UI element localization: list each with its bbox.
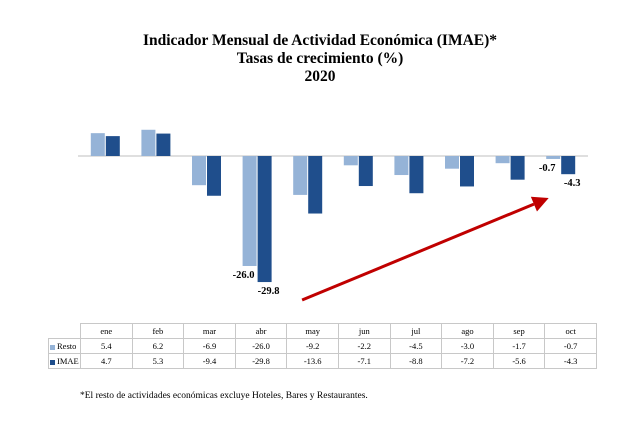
data-table-header-cell: sep	[492, 323, 546, 339]
legend-swatch-resto	[50, 344, 55, 350]
title-line-1: Indicador Mensual de Actividad Económica…	[142, 32, 498, 49]
bar-imae-mar	[207, 156, 221, 196]
data-table-header-cell: abr	[234, 323, 288, 339]
data-label-resto-oct: -0.7	[539, 163, 556, 174]
chart-title: Indicador Mensual de Actividad Económica…	[0, 32, 640, 86]
data-table-header-cell: jul	[389, 323, 443, 339]
data-table-cell: -2.2	[337, 338, 391, 354]
trend-arrow-head	[530, 196, 549, 212]
data-table-row-imae: IMAE 4.7 5.3 -9.4 -29.8 -13.6 -7.1 -8.8 …	[48, 353, 597, 369]
data-label-resto-abr: -26.0	[233, 270, 255, 281]
data-table-cell: -0.7	[544, 338, 597, 354]
data-table-cell: 4.7	[80, 353, 133, 369]
data-table-cell: 5.4	[80, 338, 133, 354]
data-table-header-cell: may	[286, 323, 339, 339]
bar-imae-sep	[510, 156, 525, 180]
bar-resto-sep	[495, 156, 510, 164]
bar-imae-jun	[358, 156, 373, 187]
bar-chart: -26.0-29.8 -0.7 -4.3	[78, 129, 588, 302]
data-table-cell: -8.8	[389, 353, 443, 369]
bar-imae-oct	[561, 156, 576, 175]
legend-imae: IMAE	[48, 353, 81, 369]
data-table-header-cell: feb	[131, 323, 185, 339]
data-table-header-cell: jun	[337, 323, 391, 339]
data-table-cell: 5.3	[131, 353, 185, 369]
data-table-cell: 6.2	[131, 338, 185, 354]
data-table-cell: -9.2	[286, 338, 339, 354]
data-table-header-row: ene feb mar abr may jun jul ago sep oct	[48, 323, 597, 339]
data-table: ene feb mar abr may jun jul ago sep oct …	[48, 323, 597, 369]
data-table-cell: -9.4	[183, 353, 236, 369]
bar-imae-ene	[105, 136, 120, 156]
data-table-cell: -5.6	[492, 353, 546, 369]
footnote: *El resto de actividades económicas excl…	[80, 391, 368, 401]
bar-resto-jun	[343, 156, 358, 166]
data-table-cell: -7.2	[441, 353, 494, 369]
data-table-cell: -29.8	[234, 353, 288, 369]
data-table-cell: -13.6	[286, 353, 339, 369]
bar-imae-abr	[257, 156, 272, 283]
legend-swatch-imae	[50, 359, 55, 365]
data-table-cell: -7.1	[337, 353, 391, 369]
bar-resto-ene	[90, 133, 105, 156]
data-table-header-cell: ene	[80, 323, 133, 339]
data-label-imae-oct: -4.3	[564, 178, 581, 189]
data-label-imae-abr: -29.8	[258, 286, 280, 297]
legend-resto: Resto	[48, 338, 81, 354]
data-table-cell: -6.9	[183, 338, 236, 354]
data-table-cell: -1.7	[492, 338, 546, 354]
title-line-3: 2020	[304, 68, 336, 85]
bar-resto-ago	[445, 156, 459, 169]
bar-resto-may	[293, 156, 308, 195]
bar-imae-feb	[156, 133, 171, 156]
legend-label-imae: IMAE	[57, 356, 79, 366]
bar-imae-may	[308, 156, 323, 214]
bar-resto-feb	[141, 129, 156, 156]
bar-resto-jul	[394, 156, 409, 176]
data-table-corner	[48, 323, 81, 339]
bar-resto-abr	[242, 156, 257, 266]
data-table-header-cell: mar	[183, 323, 236, 339]
data-table-cell: -3.0	[441, 338, 494, 354]
data-table-row-resto: Resto 5.4 6.2 -6.9 -26.0 -9.2 -2.2 -4.5 …	[48, 338, 597, 354]
title-line-2: Tasas de crecimiento (%)	[236, 50, 404, 67]
data-table-cell: -26.0	[234, 338, 288, 354]
data-table-header-cell: oct	[544, 323, 597, 339]
bar-resto-mar	[192, 156, 206, 186]
legend-label-resto: Resto	[57, 341, 77, 351]
bar-imae-ago	[460, 156, 474, 187]
bar-imae-jul	[409, 156, 424, 194]
trend-arrow-line	[301, 202, 535, 302]
data-table-header-cell: ago	[441, 323, 494, 339]
data-table-cell: -4.3	[544, 353, 597, 369]
data-table-cell: -4.5	[389, 338, 443, 354]
bar-resto-oct	[546, 156, 561, 159]
